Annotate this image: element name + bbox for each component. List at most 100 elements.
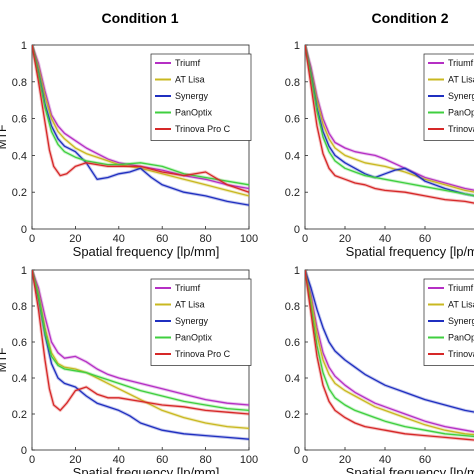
legend-label: PanOptix <box>448 108 474 118</box>
series-line-triumf <box>32 270 249 406</box>
legend-label: Synergy <box>175 91 209 101</box>
legend: Triumf AT Lisa Synergy PanOptix Trinova Pro … <box>423 53 474 141</box>
series-line-panoptix <box>305 45 474 197</box>
series-line-at-lisa <box>305 45 474 193</box>
x-tick-label: 20 <box>339 233 351 245</box>
y-tick-label: 0.4 <box>12 150 27 162</box>
series-line-trinova-pro-c <box>305 270 474 441</box>
legend: Triumf AT Lisa Synergy PanOptix Trinova Pro … <box>150 53 252 141</box>
series-line-trinova-pro-c <box>32 45 249 193</box>
legend-box <box>150 278 252 366</box>
series-line-panoptix <box>305 270 474 438</box>
legend-box <box>150 53 252 141</box>
legend-label: AT Lisa <box>448 75 474 85</box>
legend-label: AT Lisa <box>175 75 205 85</box>
y-axis-label: MTF <box>0 348 9 373</box>
x-tick-label: 40 <box>113 233 125 245</box>
legend-label: PanOptix <box>175 333 213 343</box>
x-tick-label: 40 <box>379 454 391 466</box>
legend: Triumf AT Lisa Synergy PanOptix Trinova Pro … <box>423 278 474 366</box>
legend-label: Synergy <box>175 316 209 326</box>
legend-label: Synergy <box>448 316 474 326</box>
legend-label: Triumf <box>175 58 201 68</box>
x-tick-label: 80 <box>199 233 211 245</box>
condition-1-title: Condition 1 <box>102 10 179 26</box>
legend-box <box>423 53 474 141</box>
y-tick-label: 0.6 <box>12 114 27 126</box>
series-line-trinova-pro-c <box>32 270 249 415</box>
y-tick-label: 0 <box>294 445 300 457</box>
x-tick-label: 60 <box>156 233 168 245</box>
legend-label: Triumf <box>448 283 474 293</box>
y-tick-label: 0.2 <box>12 187 27 199</box>
series-line-synergy <box>305 270 474 413</box>
legend-label: AT Lisa <box>175 300 205 310</box>
legend-label: Trinova Pro C <box>175 124 231 134</box>
series-line-at-lisa <box>32 270 249 430</box>
y-tick-label: 1 <box>21 265 27 277</box>
y-tick-label: 0.6 <box>285 114 300 126</box>
y-tick-label: 0.4 <box>12 373 27 385</box>
x-tick-label: 60 <box>419 454 431 466</box>
condition-2-title: Condition 2 <box>372 10 449 26</box>
legend-label: PanOptix <box>448 333 474 343</box>
x-tick-label: 0 <box>302 233 308 245</box>
series-lines <box>305 270 474 442</box>
y-tick-label: 0.2 <box>285 409 300 421</box>
x-axis-label: Spatial frequency [lp/mm] <box>346 244 474 259</box>
series-line-triumf <box>305 45 474 191</box>
legend-label: Trinova Pro C <box>175 349 231 359</box>
x-axis-label: Spatial frequency [lp/mm] <box>346 465 474 474</box>
series-line-panoptix <box>32 270 249 412</box>
series-line-triumf <box>305 270 474 433</box>
y-tick-label: 0.8 <box>12 77 27 89</box>
legend-label: Synergy <box>448 91 474 101</box>
legend-label: Trinova Pro C <box>448 124 474 134</box>
series-line-triumf <box>32 45 249 190</box>
series-lines <box>305 45 474 205</box>
legend-label: Trinova Pro C <box>448 349 474 359</box>
y-tick-label: 0.4 <box>285 373 300 385</box>
series-line-trinova-pro-c <box>305 45 474 204</box>
y-tick-label: 0.8 <box>285 77 300 89</box>
x-tick-label: 100 <box>240 454 258 466</box>
series-line-at-lisa <box>32 45 249 197</box>
y-tick-label: 0.2 <box>285 187 300 199</box>
y-tick-label: 0 <box>21 224 27 236</box>
y-axis-label: MTF <box>0 125 9 150</box>
x-tick-label: 80 <box>199 454 211 466</box>
x-tick-label: 20 <box>69 454 81 466</box>
y-tick-label: 0.8 <box>12 301 27 313</box>
x-tick-label: 0 <box>29 454 35 466</box>
y-tick-label: 0 <box>21 445 27 457</box>
y-tick-label: 0.4 <box>285 150 300 162</box>
series-line-synergy <box>32 270 249 440</box>
mtf-panel-top-left: 0 0.2 0.4 0.6 0.8 1 0 20 40 60 80 100 Spatial freque… <box>0 40 258 259</box>
x-tick-label: 60 <box>156 454 168 466</box>
legend: Triumf AT Lisa Synergy PanOptix Trinova Pro … <box>150 278 252 366</box>
x-tick-label: 20 <box>339 454 351 466</box>
y-tick-label: 0 <box>294 224 300 236</box>
x-axis-label: Spatial frequency [lp/mm] <box>73 465 220 474</box>
y-tick-label: 0.8 <box>285 301 300 313</box>
x-tick-label: 40 <box>113 454 125 466</box>
series-line-synergy <box>32 45 249 206</box>
x-tick-label: 20 <box>69 233 81 245</box>
y-tick-label: 1 <box>294 40 300 52</box>
x-tick-label: 0 <box>29 233 35 245</box>
y-tick-label: 0.2 <box>12 409 27 421</box>
legend-label: PanOptix <box>175 108 213 118</box>
legend-label: Triumf <box>175 283 201 293</box>
series-line-at-lisa <box>305 270 474 436</box>
y-tick-label: 1 <box>294 265 300 277</box>
legend-box <box>423 278 474 366</box>
x-axis-label: Spatial frequency [lp/mm] <box>73 244 220 259</box>
x-tick-label: 40 <box>379 233 391 245</box>
series-lines <box>32 270 249 441</box>
series-lines <box>32 45 249 207</box>
y-tick-label: 0.6 <box>285 337 300 349</box>
